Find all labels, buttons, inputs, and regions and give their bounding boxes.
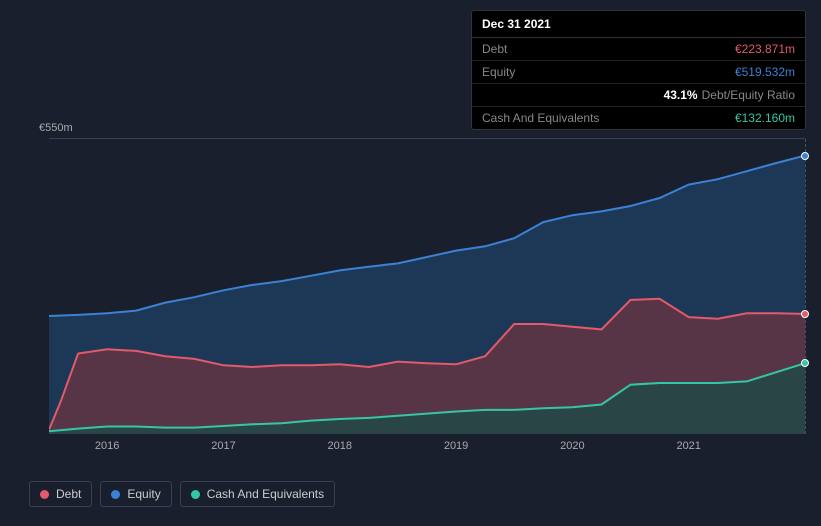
tooltip-label: Equity bbox=[482, 65, 735, 79]
tooltip-label: Cash And Equivalents bbox=[482, 111, 735, 125]
legend-label: Debt bbox=[56, 487, 81, 501]
x-axis: 2016 2017 2018 2019 2020 2021 bbox=[49, 440, 805, 460]
chart-svg bbox=[49, 139, 805, 434]
series-marker bbox=[801, 310, 809, 318]
y-axis-label-max: €550m bbox=[39, 122, 73, 134]
series-marker bbox=[801, 359, 809, 367]
chart-plot-area[interactable] bbox=[49, 138, 805, 433]
legend-swatch bbox=[40, 490, 49, 499]
x-axis-tick: 2021 bbox=[676, 440, 700, 452]
legend-item-cash[interactable]: Cash And Equivalents bbox=[180, 481, 335, 507]
legend-label: Equity bbox=[127, 487, 160, 501]
x-axis-tick: 2018 bbox=[328, 440, 352, 452]
tooltip-row-ratio: 43.1% Debt/Equity Ratio bbox=[472, 84, 805, 107]
tooltip-row-cash: Cash And Equivalents €132.160m bbox=[472, 107, 805, 129]
tooltip-value: €223.871m bbox=[735, 42, 795, 56]
tooltip-row-debt: Debt €223.871m bbox=[472, 38, 805, 61]
tooltip-date: Dec 31 2021 bbox=[472, 11, 805, 38]
chart-legend: Debt Equity Cash And Equivalents bbox=[29, 481, 335, 507]
tooltip-label: Debt bbox=[482, 42, 735, 56]
tooltip-ratio-label: Debt/Equity Ratio bbox=[702, 88, 795, 102]
x-axis-tick: 2020 bbox=[560, 440, 584, 452]
tooltip-label bbox=[482, 88, 664, 102]
legend-item-equity[interactable]: Equity bbox=[100, 481, 171, 507]
chart-hover-line bbox=[805, 139, 806, 434]
legend-swatch bbox=[111, 490, 120, 499]
tooltip-value: €519.532m bbox=[735, 65, 795, 79]
tooltip-value: €132.160m bbox=[735, 111, 795, 125]
tooltip-ratio-pct: 43.1% bbox=[664, 88, 698, 102]
x-axis-tick: 2016 bbox=[95, 440, 119, 452]
tooltip-row-equity: Equity €519.532m bbox=[472, 61, 805, 84]
series-marker bbox=[801, 152, 809, 160]
tooltip-panel: Dec 31 2021 Debt €223.871m Equity €519.5… bbox=[471, 10, 806, 130]
legend-swatch bbox=[191, 490, 200, 499]
x-axis-tick: 2019 bbox=[444, 440, 468, 452]
legend-item-debt[interactable]: Debt bbox=[29, 481, 92, 507]
legend-label: Cash And Equivalents bbox=[207, 487, 324, 501]
x-axis-tick: 2017 bbox=[211, 440, 235, 452]
